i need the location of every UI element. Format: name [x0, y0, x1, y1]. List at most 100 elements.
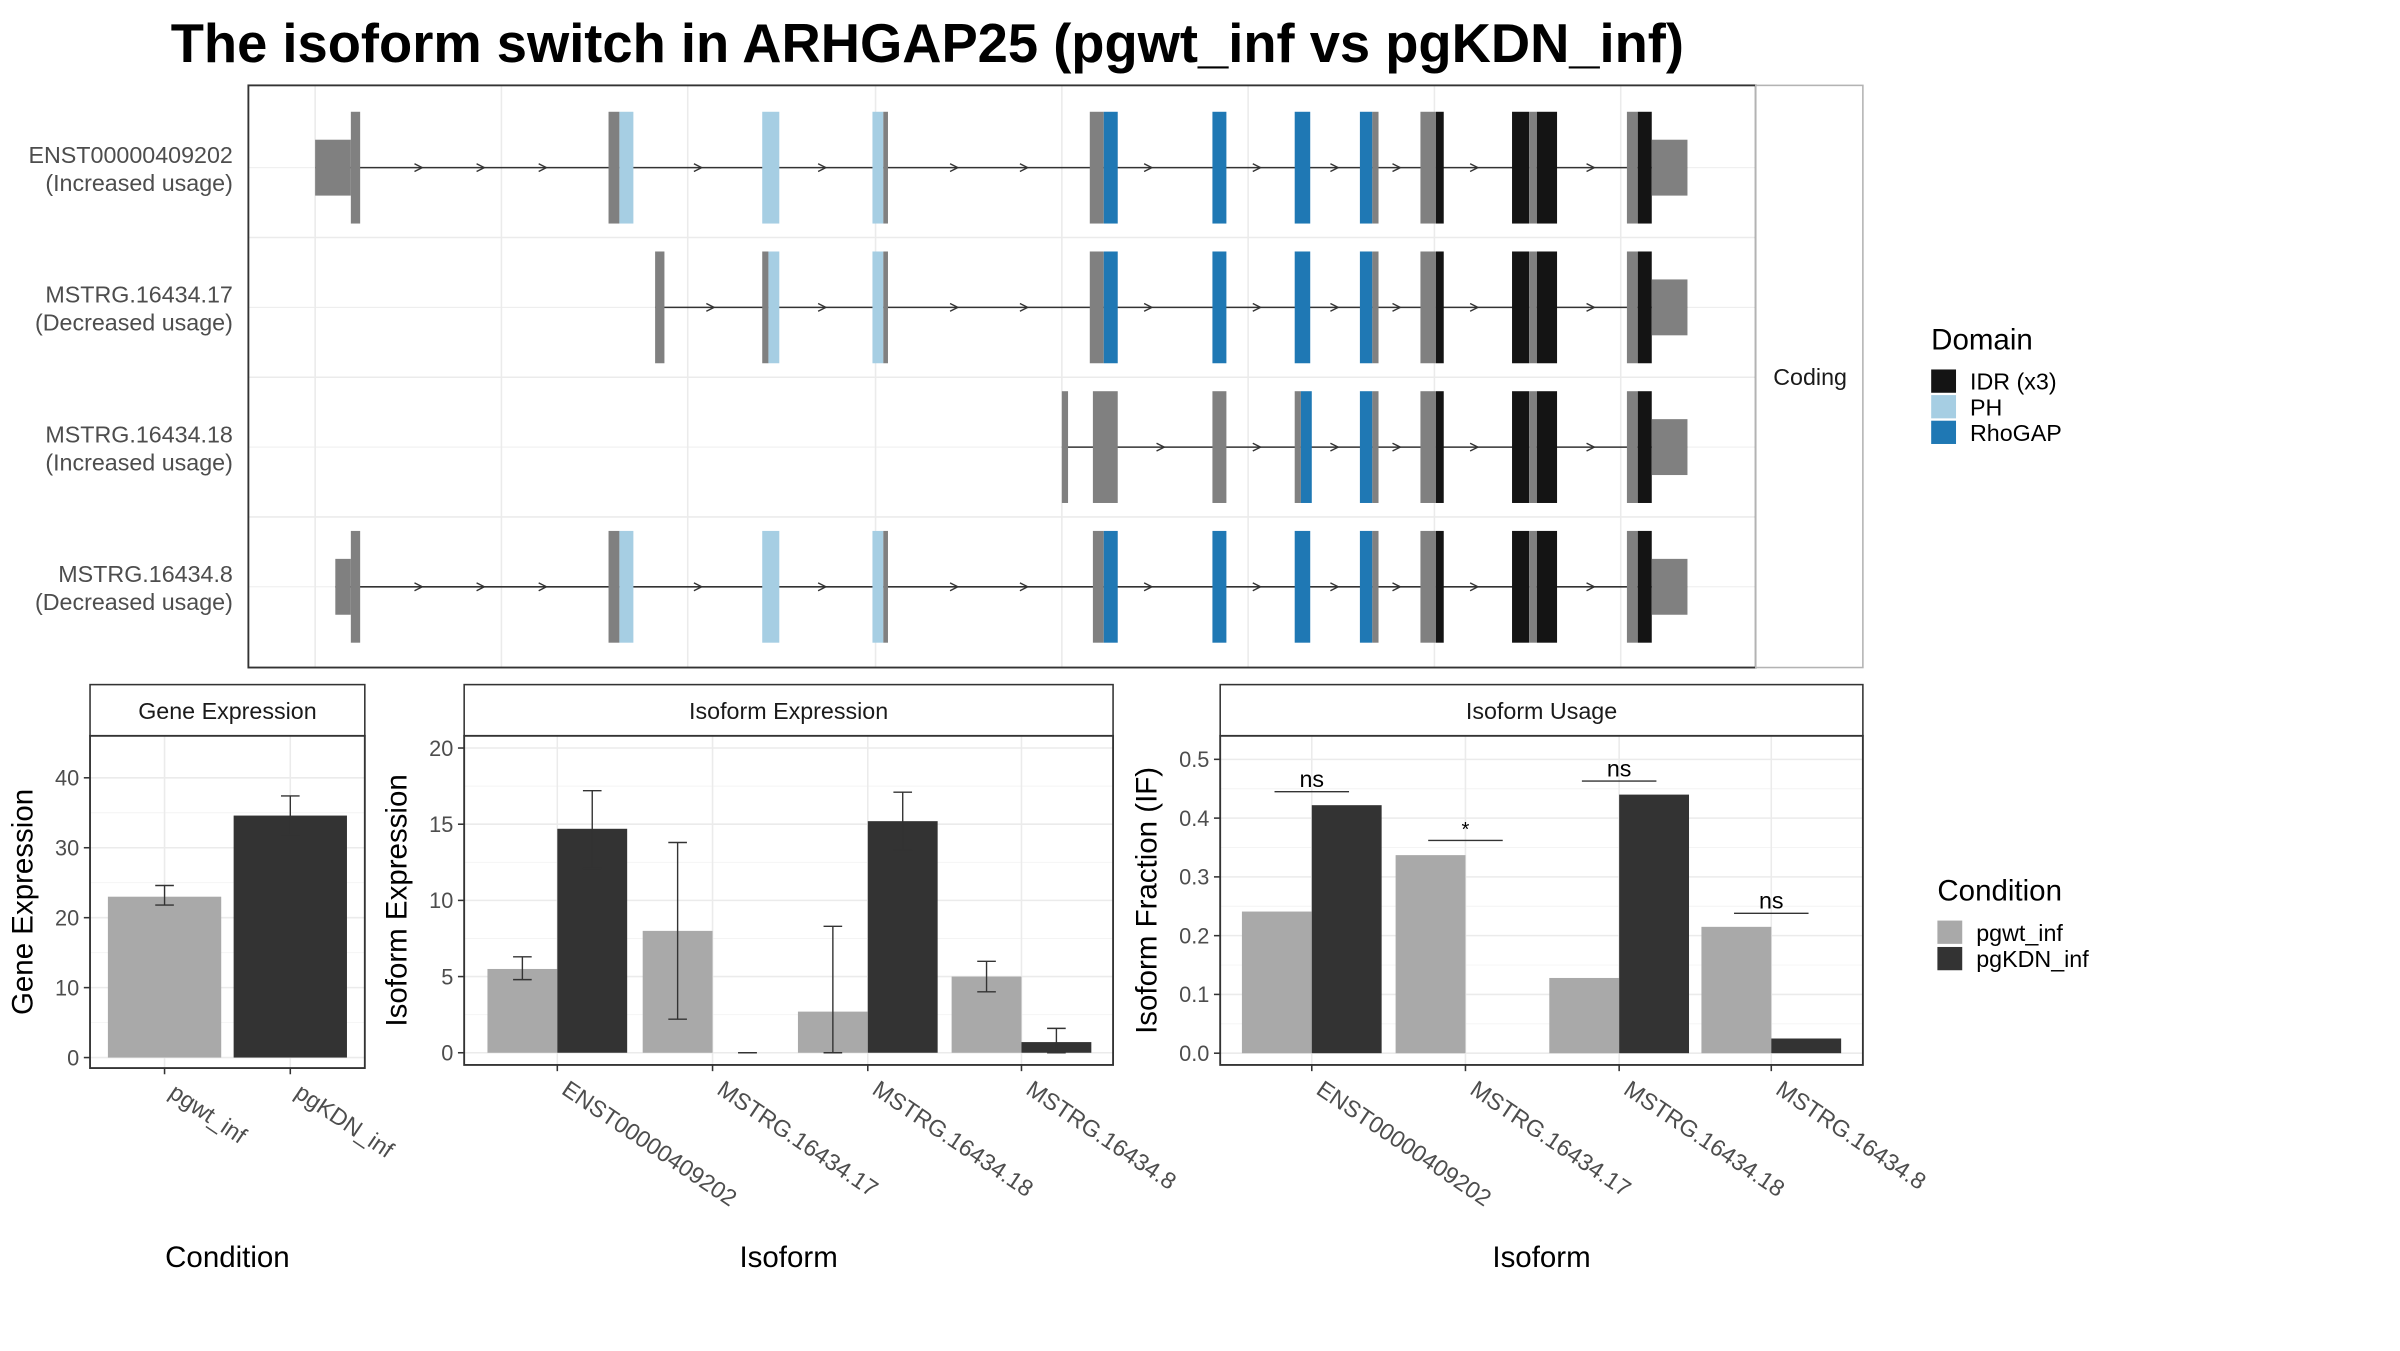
intron-direction-arrow [1019, 302, 1030, 312]
tx-facet-label: Coding [1773, 364, 1847, 390]
domain-legend-key [1931, 420, 1957, 444]
intron-direction-arrow [538, 163, 549, 173]
exon-ph-domain [619, 530, 634, 643]
y-tick-label: 15 [429, 812, 453, 837]
exon-utr [1626, 391, 1638, 503]
y-tick-label: 20 [429, 736, 453, 761]
panel-border [89, 734, 366, 1069]
x-axis-title: Isoform [739, 1241, 837, 1274]
exon-utr [1529, 251, 1537, 364]
significance-label: ns [1299, 766, 1324, 792]
intron-direction-arrow [476, 163, 486, 173]
x-tick-label: MSTRG.16434.17 [1466, 1075, 1636, 1201]
bar [1771, 1038, 1842, 1054]
exon-rhogap-domain [1300, 391, 1312, 503]
intron-direction-arrow [1586, 302, 1596, 312]
y-tick-label: 30 [55, 836, 79, 861]
exon-utr [655, 251, 665, 364]
intron-direction-arrow [1252, 302, 1263, 312]
intron-direction-arrow [1586, 442, 1596, 452]
panel-border [1219, 734, 1864, 1066]
transcript-row: MSTRG.16434.8(Decreased usage) [35, 530, 1688, 643]
panel-strip [89, 683, 366, 737]
intron-direction-arrow [693, 163, 704, 173]
exon-rhogap-domain [1294, 111, 1311, 224]
isoform-usage-panel: Isoform Usagens*nsns0.00.10.20.30.40.5EN… [1131, 683, 1931, 1274]
exon-utr [1529, 530, 1537, 643]
transcript-usage-label: (Increased usage) [45, 170, 233, 196]
exon-rhogap-domain [1359, 111, 1373, 224]
exon-rhogap-domain [1359, 530, 1373, 643]
exon-ph-domain [872, 530, 884, 643]
intron-direction-arrow [476, 582, 486, 592]
intron-direction-arrow [817, 302, 828, 312]
exon-idr-region [1637, 530, 1652, 643]
intron-direction-arrow [538, 582, 549, 592]
exon-idr-region [1512, 391, 1530, 503]
transcript-name-label: MSTRG.16434.8 [58, 561, 233, 587]
y-tick-label: 20 [55, 905, 79, 930]
intron-direction-arrow [1469, 302, 1480, 312]
exon-rhogap-domain [1212, 530, 1227, 643]
significance-label: * [1462, 819, 1470, 841]
y-axis-title: Isoform Fraction (IF) [1131, 767, 1164, 1034]
transcript-name-label: MSTRG.16434.18 [45, 421, 233, 447]
intron-direction-arrow [706, 302, 716, 312]
panel-strip-title: Isoform Usage [1466, 698, 1617, 724]
exon-ph-domain [619, 111, 634, 224]
y-tick-label: 5 [441, 964, 453, 989]
exon-utr [1212, 391, 1227, 503]
bar [1241, 911, 1312, 1054]
exon-utr [762, 251, 769, 364]
exon-utr [1092, 391, 1118, 503]
exon-idr-region [1512, 111, 1530, 224]
bar [1701, 926, 1772, 1054]
bar [1311, 805, 1382, 1054]
x-tick-label: MSTRG.16434.18 [1619, 1075, 1789, 1201]
exon-utr [1626, 111, 1638, 224]
domain-legend-key [1931, 369, 1957, 393]
bar [233, 815, 347, 1058]
exon-idr-region [1435, 530, 1444, 643]
exon-utr [1372, 251, 1379, 364]
exon-utr [883, 530, 888, 643]
y-tick-label: 40 [55, 766, 79, 791]
intron-direction-arrow [1330, 163, 1340, 173]
panel-strip [463, 683, 1114, 737]
exon-ph-domain [872, 111, 884, 224]
domain-legend-label: IDR (x3) [1970, 369, 2057, 395]
exon-idr-region [1637, 391, 1652, 503]
exon-rhogap-domain [1359, 391, 1373, 503]
intron-direction-arrow [1143, 163, 1154, 173]
exon-rhogap-domain [1294, 530, 1311, 643]
bar [1549, 977, 1620, 1054]
intron-direction-arrow [949, 163, 960, 173]
x-tick-label: pgwt_inf [165, 1079, 252, 1149]
exon-utr [883, 251, 888, 364]
y-tick-label: 0 [441, 1041, 453, 1066]
panel-border [463, 734, 1115, 1066]
transcript-name-label: ENST00000409202 [28, 142, 232, 168]
y-axis-title: Gene Expression [7, 789, 40, 1015]
exon-utr [1529, 391, 1537, 503]
exon-rhogap-domain [1103, 111, 1118, 224]
x-axis-title: Condition [165, 1241, 290, 1274]
exon-utr [1651, 139, 1688, 196]
intron-direction-arrow [1392, 163, 1402, 173]
y-tick-label: 10 [429, 888, 453, 913]
exon-rhogap-domain [1359, 251, 1373, 364]
exon-utr [315, 139, 351, 196]
x-tick-label: pgKDN_inf [291, 1079, 399, 1164]
intron-direction-arrow [1392, 582, 1402, 592]
exon-utr [350, 530, 361, 643]
intron-direction-arrow [1252, 163, 1263, 173]
exon-utr [1651, 558, 1688, 615]
intron-direction-arrow [1252, 582, 1263, 592]
y-tick-label: 0.0 [1179, 1041, 1209, 1066]
transcript-row: MSTRG.16434.18(Increased usage) [45, 391, 1688, 503]
y-tick-label: 0.2 [1179, 923, 1209, 948]
exon-utr [1420, 530, 1436, 643]
exon-utr [1420, 391, 1436, 503]
exon-idr-region [1637, 111, 1652, 224]
intron-direction-arrow [949, 582, 960, 592]
